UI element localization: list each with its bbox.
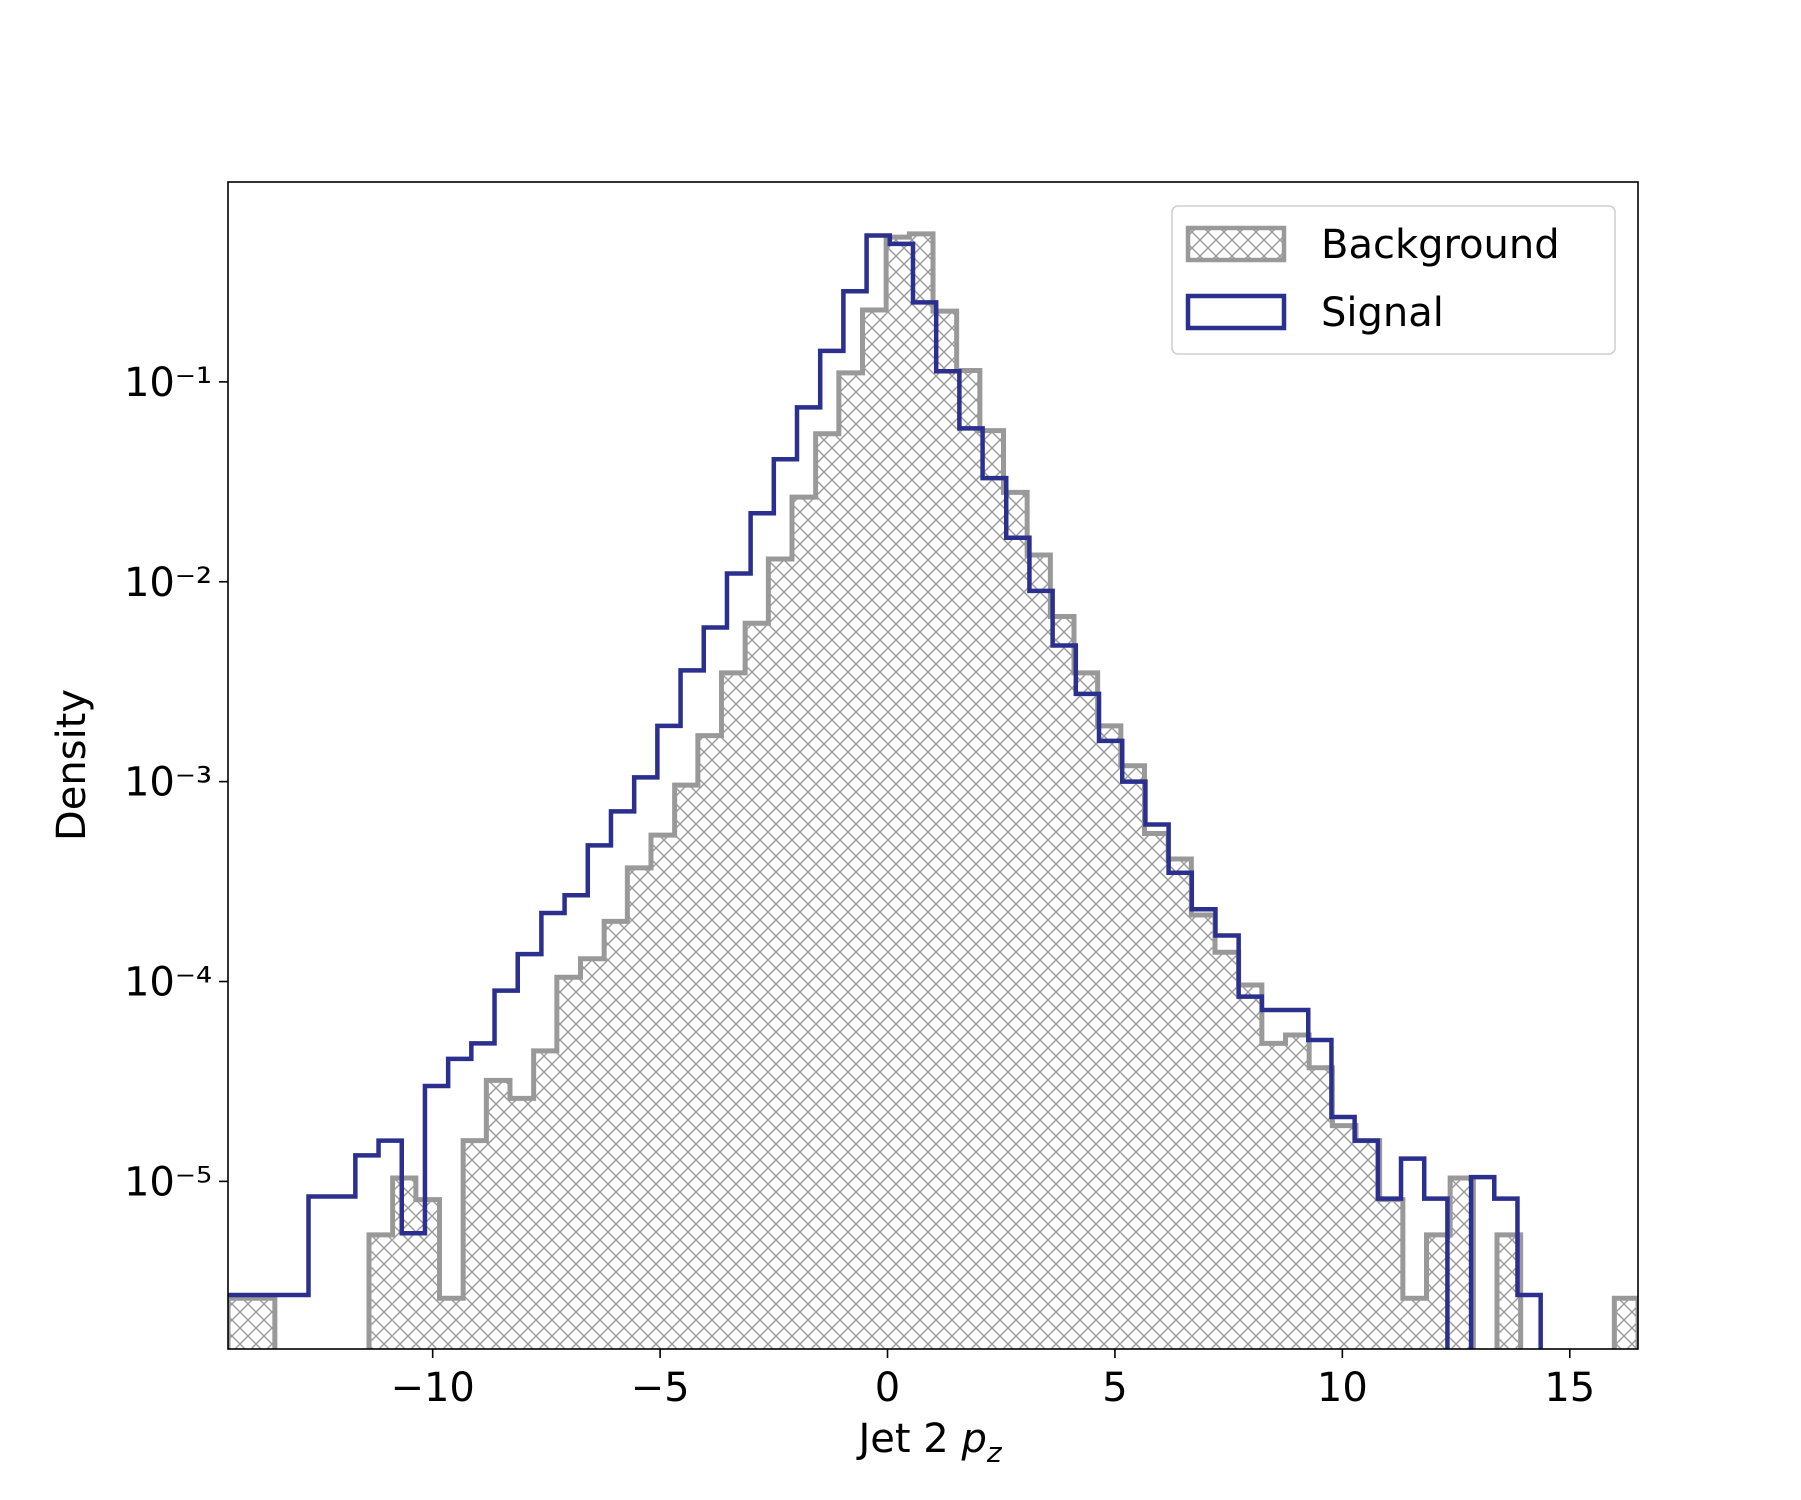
histogram-bar	[1332, 1125, 1356, 1349]
histogram-bar	[369, 1234, 393, 1349]
histogram-bar	[463, 1140, 487, 1349]
x-label-sub: z	[986, 1436, 1003, 1469]
histogram-bar	[1168, 859, 1192, 1349]
histogram-bar	[956, 370, 980, 1349]
histogram-bar	[627, 867, 651, 1349]
x-tick-label: 15	[1544, 1365, 1595, 1411]
histogram-bar	[439, 1298, 464, 1349]
x-tick-label: 5	[1102, 1365, 1127, 1411]
histogram-bar	[1144, 833, 1169, 1349]
histogram-bar	[1379, 1199, 1403, 1349]
histogram-bar	[1426, 1234, 1451, 1349]
histogram-outline	[228, 233, 1543, 1349]
histogram-bar	[721, 672, 746, 1349]
x-label-text: Jet 2	[855, 1416, 961, 1462]
histogram-bar	[792, 497, 816, 1349]
legend-label: Signal	[1321, 290, 1444, 336]
histogram-bar	[285, 1295, 308, 1349]
plot-area	[228, 231, 1638, 1349]
y-tick-label: 10⁻²	[124, 560, 212, 606]
y-tick-label: 10⁻⁴	[124, 960, 212, 1006]
histogram-bar	[933, 311, 957, 1349]
histogram-bar	[1191, 915, 1215, 1349]
histogram-bar	[1074, 672, 1098, 1349]
histogram-bar	[510, 1098, 534, 1349]
histogram-bar	[1614, 1298, 1638, 1349]
histogram-bar	[1215, 952, 1239, 1349]
histogram-bar	[251, 1298, 275, 1349]
histogram-bar	[979, 430, 1004, 1349]
histogram-bar	[886, 237, 910, 1349]
histogram-bar	[1497, 1234, 1521, 1349]
histogram-bar	[533, 1050, 557, 1349]
y-tick-label: 10⁻⁵	[124, 1159, 212, 1205]
legend-swatch	[1185, 293, 1287, 331]
histogram-bar	[415, 1199, 440, 1349]
histogram-bar	[768, 558, 792, 1349]
histogram-bar	[556, 977, 581, 1349]
y-tick-label: 10⁻³	[124, 760, 212, 806]
histogram-bar	[1450, 1177, 1474, 1349]
x-axis-label: Jet 2 pz	[855, 1416, 1002, 1469]
x-tick-label: −5	[631, 1365, 690, 1411]
histogram-bar	[604, 921, 628, 1349]
histogram-bar	[392, 1177, 416, 1349]
histogram-bar	[1285, 1034, 1310, 1349]
histogram-bar	[745, 623, 769, 1349]
histogram-bar	[1261, 1043, 1286, 1349]
histogram-bar	[309, 1197, 333, 1349]
histogram-bar	[909, 233, 933, 1349]
histogram-bar	[651, 835, 675, 1349]
histogram-bar	[1238, 985, 1262, 1349]
histogram-bar	[838, 372, 863, 1349]
histogram-bar	[1402, 1298, 1427, 1349]
y-tick-label: 10⁻¹	[124, 360, 212, 406]
histogram-bar	[580, 958, 605, 1349]
histogram-bar	[332, 1197, 355, 1349]
histogram-bar	[1356, 1140, 1380, 1349]
histogram-bar	[697, 735, 722, 1349]
x-label-var: p	[960, 1416, 986, 1462]
y-axis-label: Density	[49, 689, 95, 841]
legend: Background Signal	[1171, 205, 1616, 355]
histogram-bar	[1120, 765, 1145, 1349]
histogram-bar	[815, 433, 839, 1349]
histogram-bar	[228, 1298, 252, 1349]
legend-label: Background	[1321, 222, 1560, 268]
histogram-bar	[674, 785, 698, 1349]
histogram-bar	[486, 1080, 510, 1349]
legend-swatch	[1185, 225, 1287, 263]
x-tick-label: 0	[875, 1365, 900, 1411]
histogram-bar	[1309, 1067, 1333, 1349]
histogram-bar	[862, 309, 887, 1349]
histogram-bar	[1050, 616, 1074, 1349]
x-tick-label: −10	[390, 1365, 474, 1411]
axes-frame	[227, 181, 1639, 1350]
histogram-bar	[1003, 492, 1028, 1349]
histogram-bar	[1097, 725, 1121, 1349]
x-tick-label: 10	[1317, 1365, 1368, 1411]
histogram-bar	[1027, 555, 1051, 1349]
